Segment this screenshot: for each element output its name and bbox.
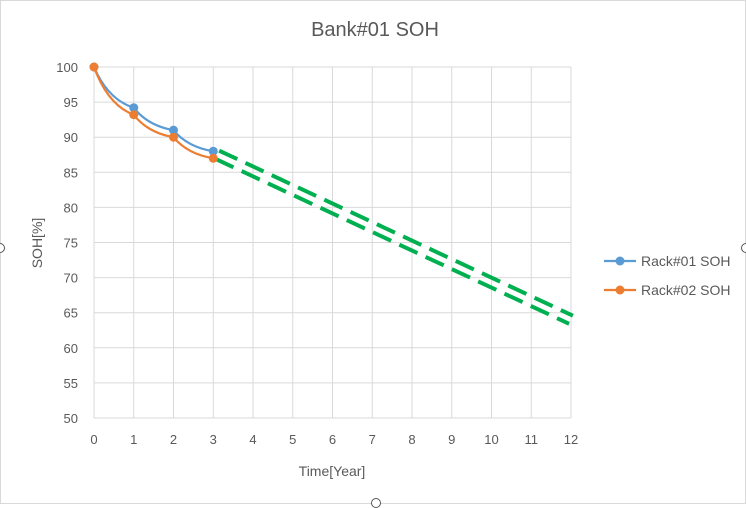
data-point <box>169 132 178 142</box>
series-group <box>89 62 218 163</box>
y-tick-label: 60 <box>64 341 78 356</box>
y-tick-label: 80 <box>64 200 78 215</box>
series-line <box>92 66 214 160</box>
projection-dash-line <box>218 148 574 318</box>
x-axis-label: Time[Year] <box>299 463 366 479</box>
y-tick-label: 75 <box>64 236 78 251</box>
legend-label: Rack#02 SOH <box>641 282 730 298</box>
x-tick-label: 8 <box>408 432 415 447</box>
grid-lines <box>93 66 572 419</box>
data-point <box>208 153 218 163</box>
x-tick-label: 2 <box>170 432 177 447</box>
projection-dash-line <box>214 157 570 326</box>
data-point <box>89 62 99 72</box>
resize-handle-right[interactable] <box>741 243 746 253</box>
x-tick-label: 12 <box>564 432 578 447</box>
data-point <box>129 110 139 120</box>
x-tick-label: 9 <box>448 432 455 447</box>
data-point <box>129 103 139 113</box>
y-tick-label: 50 <box>64 411 78 426</box>
y-tick-label: 95 <box>64 95 78 110</box>
y-tick-label: 100 <box>56 60 78 75</box>
x-tick-label: 5 <box>289 432 296 447</box>
x-axis-ticks: 0 1 2 3 4 5 6 7 8 9 10 11 12 <box>90 432 578 447</box>
data-point <box>208 146 218 156</box>
legend-label: Rack#01 SOH <box>641 253 730 269</box>
y-axis-ticks: 50 55 60 65 70 75 80 85 90 95 100 <box>56 60 78 426</box>
legend-marker <box>615 285 625 295</box>
legend: Rack#01 SOH Rack#02 SOH <box>604 253 730 298</box>
x-tick-label: 3 <box>210 432 217 447</box>
legend-marker <box>615 256 625 266</box>
chart-title: Bank#01 SOH <box>311 19 439 41</box>
resize-handle-bottom[interactable] <box>371 498 381 508</box>
x-tick-label: 10 <box>484 432 498 447</box>
x-tick-label: 6 <box>329 432 336 447</box>
x-tick-label: 11 <box>525 432 539 447</box>
data-point <box>169 125 178 135</box>
y-tick-label: 65 <box>64 306 78 321</box>
y-tick-label: 70 <box>64 271 78 286</box>
x-tick-label: 0 <box>90 432 97 447</box>
x-tick-label: 4 <box>249 432 256 447</box>
y-tick-label: 55 <box>64 376 78 391</box>
series-line <box>92 66 214 153</box>
y-tick-label: 90 <box>64 130 78 145</box>
projection-trend-line <box>214 148 574 326</box>
y-tick-label: 85 <box>64 165 78 180</box>
y-axis-label: SOH[%] <box>29 218 45 269</box>
x-tick-label: 7 <box>369 432 376 447</box>
x-tick-label: 1 <box>130 432 137 447</box>
